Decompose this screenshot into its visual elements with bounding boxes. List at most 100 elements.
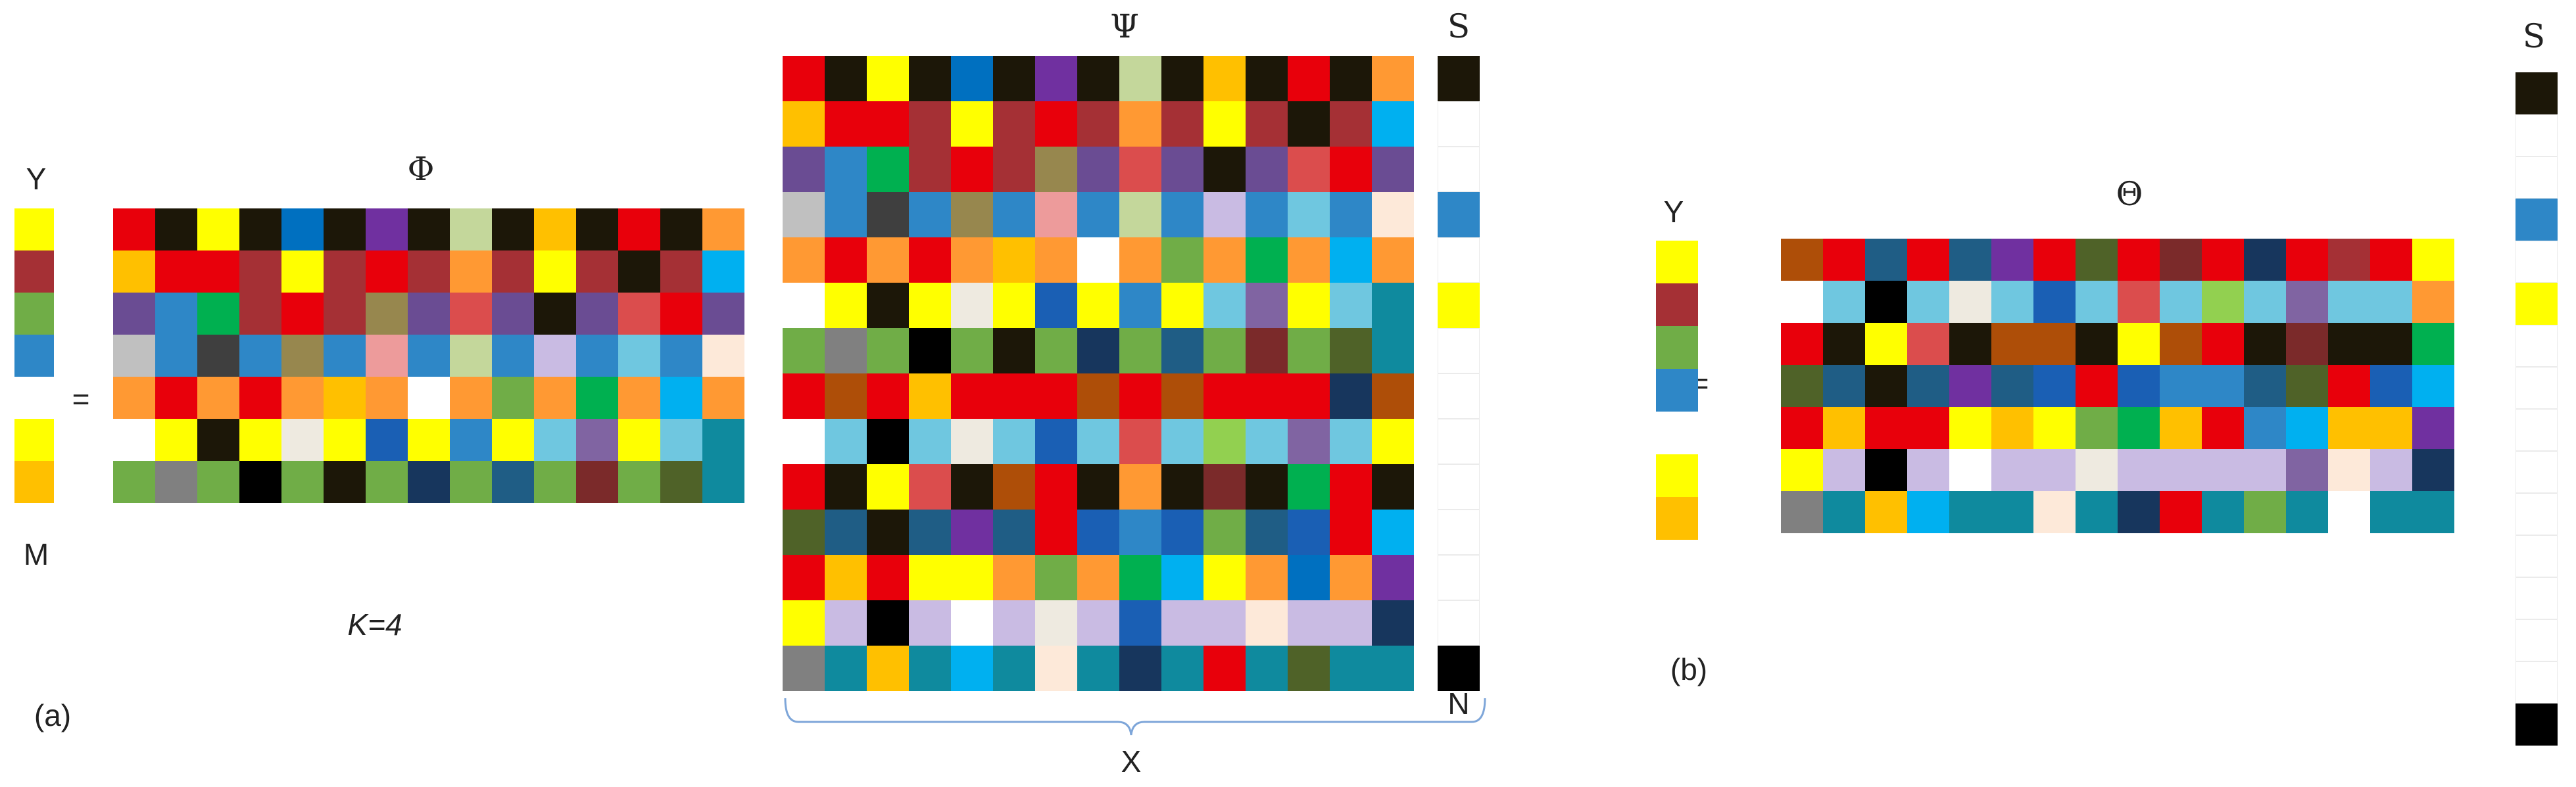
phi-cell: [324, 461, 366, 503]
theta-cell: [2328, 365, 2370, 407]
psi-cell: [1372, 237, 1414, 283]
psi-cell: [909, 283, 951, 328]
psi-cell: [1077, 464, 1119, 510]
psi-cell: [867, 373, 909, 419]
phi-cell: [450, 419, 492, 461]
psi-cell: [1119, 373, 1161, 419]
psi-cell: [909, 101, 951, 147]
phi-cell: [281, 335, 324, 377]
phi-cell: [281, 250, 324, 293]
psi-cell: [1330, 373, 1372, 419]
phi-cell: [576, 250, 618, 293]
psi-cell: [1035, 646, 1077, 691]
phi-cell: [660, 208, 702, 250]
psi-cell: [1119, 328, 1161, 373]
psi-cell: [1161, 510, 1203, 555]
theta-cell: [2328, 323, 2370, 365]
psi-cell: [1077, 555, 1119, 600]
theta-cell: [1865, 407, 1907, 449]
theta-cell: [2202, 449, 2244, 491]
phi-cell: [534, 461, 576, 503]
phi-cell: [576, 208, 618, 250]
theta-cell: [1907, 281, 1949, 323]
theta-cell: [2412, 281, 2454, 323]
s-vector-cell: [1438, 419, 1480, 464]
theta-cell: [2202, 491, 2244, 533]
phi-cell: [618, 335, 660, 377]
theta-cell: [1991, 323, 2033, 365]
s-vector-b-cell: [2515, 451, 2558, 493]
psi-cell: [1077, 283, 1119, 328]
psi-cell: [1203, 283, 1246, 328]
psi-cell: [1161, 328, 1203, 373]
psi-cell: [1161, 373, 1203, 419]
psi-cell: [825, 646, 867, 691]
phi-cell: [450, 461, 492, 503]
phi-cell: [324, 208, 366, 250]
psi-cell: [909, 600, 951, 646]
psi-cell: [867, 56, 909, 101]
s-vector-cell: [1438, 646, 1480, 691]
phi-cell: [366, 461, 408, 503]
theta-cell: [2412, 365, 2454, 407]
psi-cell: [993, 646, 1035, 691]
theta-cell: [1991, 449, 2033, 491]
psi-cell: [1288, 328, 1330, 373]
psi-cell: [783, 464, 825, 510]
psi-label: Ψ: [1110, 7, 1139, 45]
theta-cell: [1865, 281, 1907, 323]
x-label: X: [1121, 744, 1142, 778]
phi-cell: [534, 377, 576, 419]
s-vector-cell: [1438, 56, 1480, 101]
psi-cell: [1246, 464, 1288, 510]
psi-cell: [1203, 328, 1246, 373]
s-vector-cell: [1438, 373, 1480, 419]
psi-cell: [825, 328, 867, 373]
psi-cell: [1372, 646, 1414, 691]
s-label-b: S: [2522, 17, 2546, 55]
theta-cell: [1949, 281, 1991, 323]
psi-cell: [1203, 147, 1246, 192]
phi-cell: [155, 250, 197, 293]
psi-cell: [1077, 419, 1119, 464]
psi-cell: [867, 101, 909, 147]
psi-cell: [909, 510, 951, 555]
psi-cell: [1077, 328, 1119, 373]
psi-cell: [951, 646, 993, 691]
psi-cell: [1161, 646, 1203, 691]
psi-cell: [1288, 419, 1330, 464]
psi-cell: [993, 237, 1035, 283]
theta-cell: [2370, 239, 2412, 281]
psi-cell: [1203, 646, 1246, 691]
y-vector-b-cell: [1656, 412, 1698, 454]
phi-label: Φ: [407, 150, 435, 188]
theta-cell: [2244, 491, 2286, 533]
theta-cell: [2244, 281, 2286, 323]
psi-cell: [909, 555, 951, 600]
psi-cell: [1119, 464, 1161, 510]
phi-cell: [576, 335, 618, 377]
psi-cell: [909, 192, 951, 237]
phi-cell: [113, 419, 155, 461]
psi-cell: [1119, 283, 1161, 328]
psi-cell: [993, 555, 1035, 600]
psi-cell: [1119, 147, 1161, 192]
psi-cell: [1330, 56, 1372, 101]
psi-cell: [1246, 192, 1288, 237]
psi-cell: [1077, 101, 1119, 147]
phi-cell: [660, 293, 702, 335]
y-vector-cell: [14, 419, 54, 461]
psi-cell: [1203, 237, 1246, 283]
psi-cell: [1077, 600, 1119, 646]
phi-cell: [702, 293, 744, 335]
psi-cell: [867, 646, 909, 691]
s-vector-cell: [1438, 237, 1480, 283]
psi-cell: [1288, 646, 1330, 691]
theta-cell: [2118, 281, 2160, 323]
psi-cell: [1330, 464, 1372, 510]
psi-cell: [825, 600, 867, 646]
theta-cell: [2202, 407, 2244, 449]
psi-cell: [1330, 147, 1372, 192]
psi-cell: [783, 555, 825, 600]
phi-cell: [702, 250, 744, 293]
